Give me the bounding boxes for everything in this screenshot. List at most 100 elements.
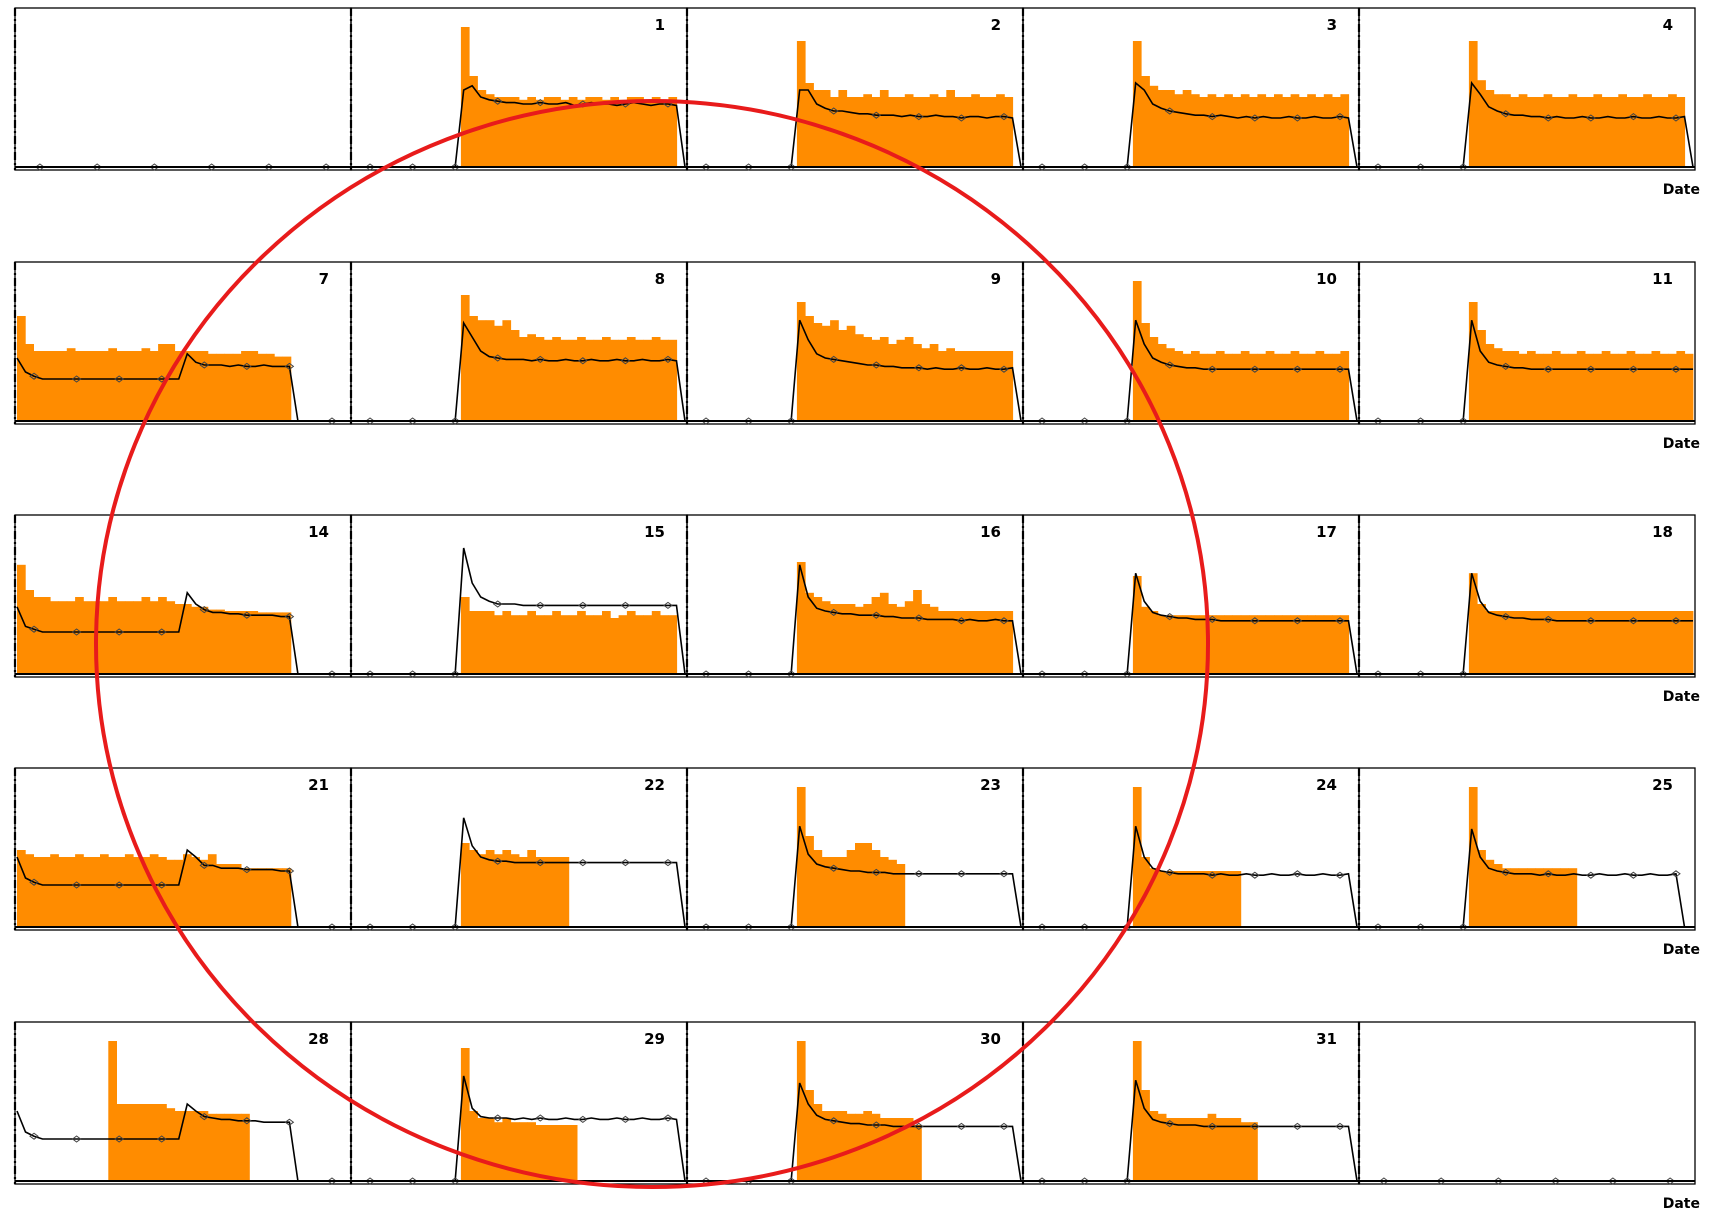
data-bar bbox=[1182, 1118, 1192, 1181]
data-bar bbox=[796, 1041, 806, 1181]
data-bar bbox=[1249, 615, 1258, 674]
data-bar bbox=[1240, 351, 1250, 421]
data-bar bbox=[183, 351, 192, 421]
data-bar bbox=[149, 1104, 159, 1181]
data-bar bbox=[552, 857, 561, 927]
series-marker bbox=[828, 608, 839, 617]
data-bar bbox=[879, 1118, 889, 1181]
data-bar bbox=[249, 351, 259, 421]
data-bar bbox=[855, 606, 864, 674]
data-bar bbox=[469, 611, 478, 674]
data-bar bbox=[1224, 871, 1233, 927]
data-bar bbox=[133, 601, 142, 674]
data-bar bbox=[996, 611, 1005, 674]
data-bar bbox=[510, 1122, 520, 1181]
data-bar bbox=[996, 94, 1005, 167]
data-bar bbox=[1518, 353, 1528, 421]
data-bar bbox=[987, 611, 997, 674]
data-bar bbox=[494, 325, 503, 421]
series-marker bbox=[284, 362, 295, 371]
data-bar bbox=[124, 854, 134, 927]
day-label: 10 bbox=[1316, 270, 1337, 288]
data-bar bbox=[100, 854, 109, 927]
series-marker bbox=[114, 375, 124, 383]
series-marker bbox=[1250, 365, 1260, 373]
data-bar bbox=[938, 351, 947, 421]
data-bar bbox=[593, 339, 603, 421]
data-bar bbox=[83, 351, 93, 421]
data-bar bbox=[896, 1118, 906, 1181]
data-bar bbox=[207, 854, 217, 927]
data-bar bbox=[660, 339, 669, 421]
calendar-panel: 16 bbox=[685, 514, 1024, 678]
data-bar bbox=[199, 859, 209, 927]
data-bar bbox=[1191, 1118, 1200, 1181]
data-bar bbox=[593, 615, 603, 674]
data-bar bbox=[1157, 871, 1167, 927]
data-bar bbox=[124, 351, 134, 421]
series-marker bbox=[1586, 114, 1596, 122]
data-bar bbox=[133, 351, 142, 421]
data-bar bbox=[116, 601, 126, 674]
data-bar bbox=[643, 339, 653, 421]
data-bar bbox=[962, 351, 972, 421]
series-marker bbox=[535, 601, 546, 610]
data-bar bbox=[846, 1113, 856, 1181]
data-bar bbox=[585, 97, 595, 167]
data-bar bbox=[1485, 344, 1495, 421]
data-bar bbox=[50, 854, 59, 927]
data-bar bbox=[1315, 615, 1325, 674]
calendar-panel: 23 bbox=[685, 767, 1024, 931]
series-marker bbox=[663, 601, 673, 610]
data-bar bbox=[1215, 97, 1225, 167]
series-marker bbox=[1628, 617, 1639, 625]
calendar-panel bbox=[13, 7, 352, 171]
data-bar bbox=[494, 615, 503, 674]
series-marker bbox=[1207, 1122, 1218, 1131]
data-bar bbox=[1182, 353, 1192, 421]
data-bar bbox=[921, 97, 931, 167]
data-bar bbox=[805, 1090, 814, 1181]
data-bar bbox=[838, 330, 848, 421]
data-bar bbox=[41, 857, 51, 927]
series-marker bbox=[871, 1121, 882, 1129]
data-bar bbox=[1323, 615, 1333, 674]
data-bar bbox=[519, 615, 528, 674]
series-marker bbox=[199, 361, 210, 369]
data-bar bbox=[1265, 97, 1275, 167]
day-label: 9 bbox=[991, 270, 1001, 288]
data-bar bbox=[257, 612, 267, 674]
series-marker bbox=[492, 600, 503, 608]
series-marker bbox=[1164, 612, 1175, 621]
data-bar bbox=[274, 612, 283, 674]
series-marker bbox=[1671, 617, 1681, 625]
data-bar bbox=[1651, 97, 1661, 167]
data-bar bbox=[871, 97, 881, 167]
data-bar bbox=[58, 601, 68, 674]
day-label: 1 bbox=[655, 16, 665, 34]
data-bar bbox=[1257, 353, 1267, 421]
data-bar bbox=[1543, 611, 1553, 674]
day-label: 4 bbox=[1663, 16, 1673, 34]
data-bar bbox=[585, 615, 595, 674]
series-marker bbox=[1586, 365, 1596, 373]
data-bar bbox=[643, 99, 653, 167]
data-bar bbox=[1199, 97, 1208, 167]
data-bar bbox=[1610, 353, 1619, 421]
data-bar bbox=[494, 854, 503, 927]
data-bar bbox=[1141, 1090, 1150, 1181]
data-bar bbox=[668, 339, 678, 421]
data-bar bbox=[1224, 1118, 1233, 1181]
data-bar bbox=[560, 339, 570, 421]
data-bar bbox=[602, 611, 611, 674]
data-bar bbox=[1668, 611, 1677, 674]
series-marker bbox=[620, 858, 631, 867]
data-bar bbox=[610, 618, 619, 674]
data-bar bbox=[33, 351, 43, 421]
data-bar bbox=[1166, 90, 1175, 167]
data-bar bbox=[1157, 615, 1167, 674]
data-bar bbox=[58, 351, 68, 421]
data-bar bbox=[1240, 1122, 1250, 1181]
data-bar bbox=[25, 854, 34, 927]
series-marker bbox=[492, 1114, 503, 1122]
